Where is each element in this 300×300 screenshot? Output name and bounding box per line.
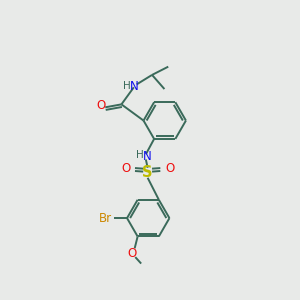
Text: S: S xyxy=(142,165,153,180)
Text: N: N xyxy=(129,80,138,93)
Text: O: O xyxy=(96,99,105,112)
Text: H: H xyxy=(136,150,143,161)
Text: Br: Br xyxy=(98,212,112,225)
Text: N: N xyxy=(143,150,152,163)
Text: O: O xyxy=(128,247,137,260)
Text: O: O xyxy=(165,162,174,175)
Text: O: O xyxy=(121,162,130,175)
Text: H: H xyxy=(124,81,131,91)
